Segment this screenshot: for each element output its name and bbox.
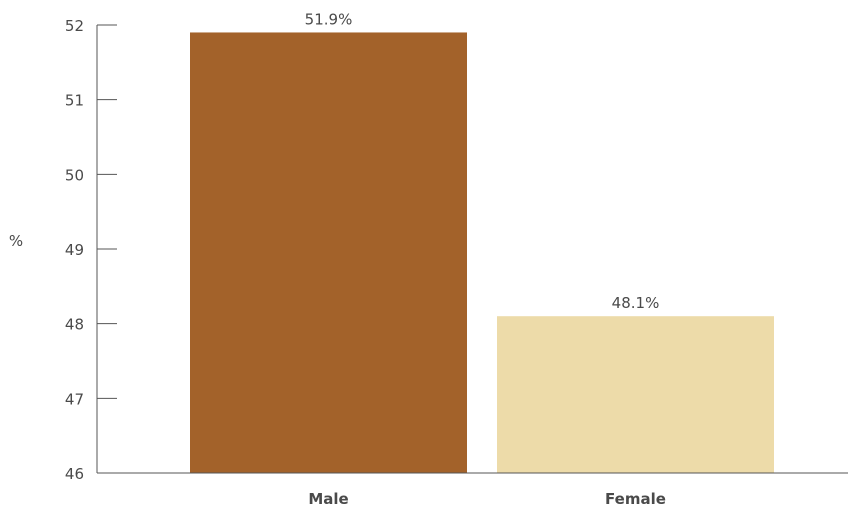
- bar-female: [497, 316, 774, 473]
- bar-male: [190, 32, 467, 473]
- y-tick-label: 51: [65, 92, 84, 110]
- data-label-female: 48.1%: [612, 294, 660, 312]
- x-tick-label-male: Male: [308, 490, 348, 508]
- y-tick-label: 46: [65, 465, 84, 483]
- x-tick-label-female: Female: [605, 490, 666, 508]
- y-tick-label: 48: [65, 316, 84, 334]
- x-axis: Male Female: [97, 472, 848, 508]
- y-axis-label: %: [9, 232, 23, 250]
- y-axis: 46 47 48 49 50 51 52: [65, 17, 117, 483]
- data-label-male: 51.9%: [305, 10, 353, 28]
- y-tick-label: 52: [65, 17, 84, 35]
- y-tick-label: 47: [65, 390, 84, 408]
- bars: 51.9% 48.1%: [190, 10, 774, 473]
- y-tick-label: 50: [65, 166, 84, 184]
- y-tick-label: 49: [65, 241, 84, 259]
